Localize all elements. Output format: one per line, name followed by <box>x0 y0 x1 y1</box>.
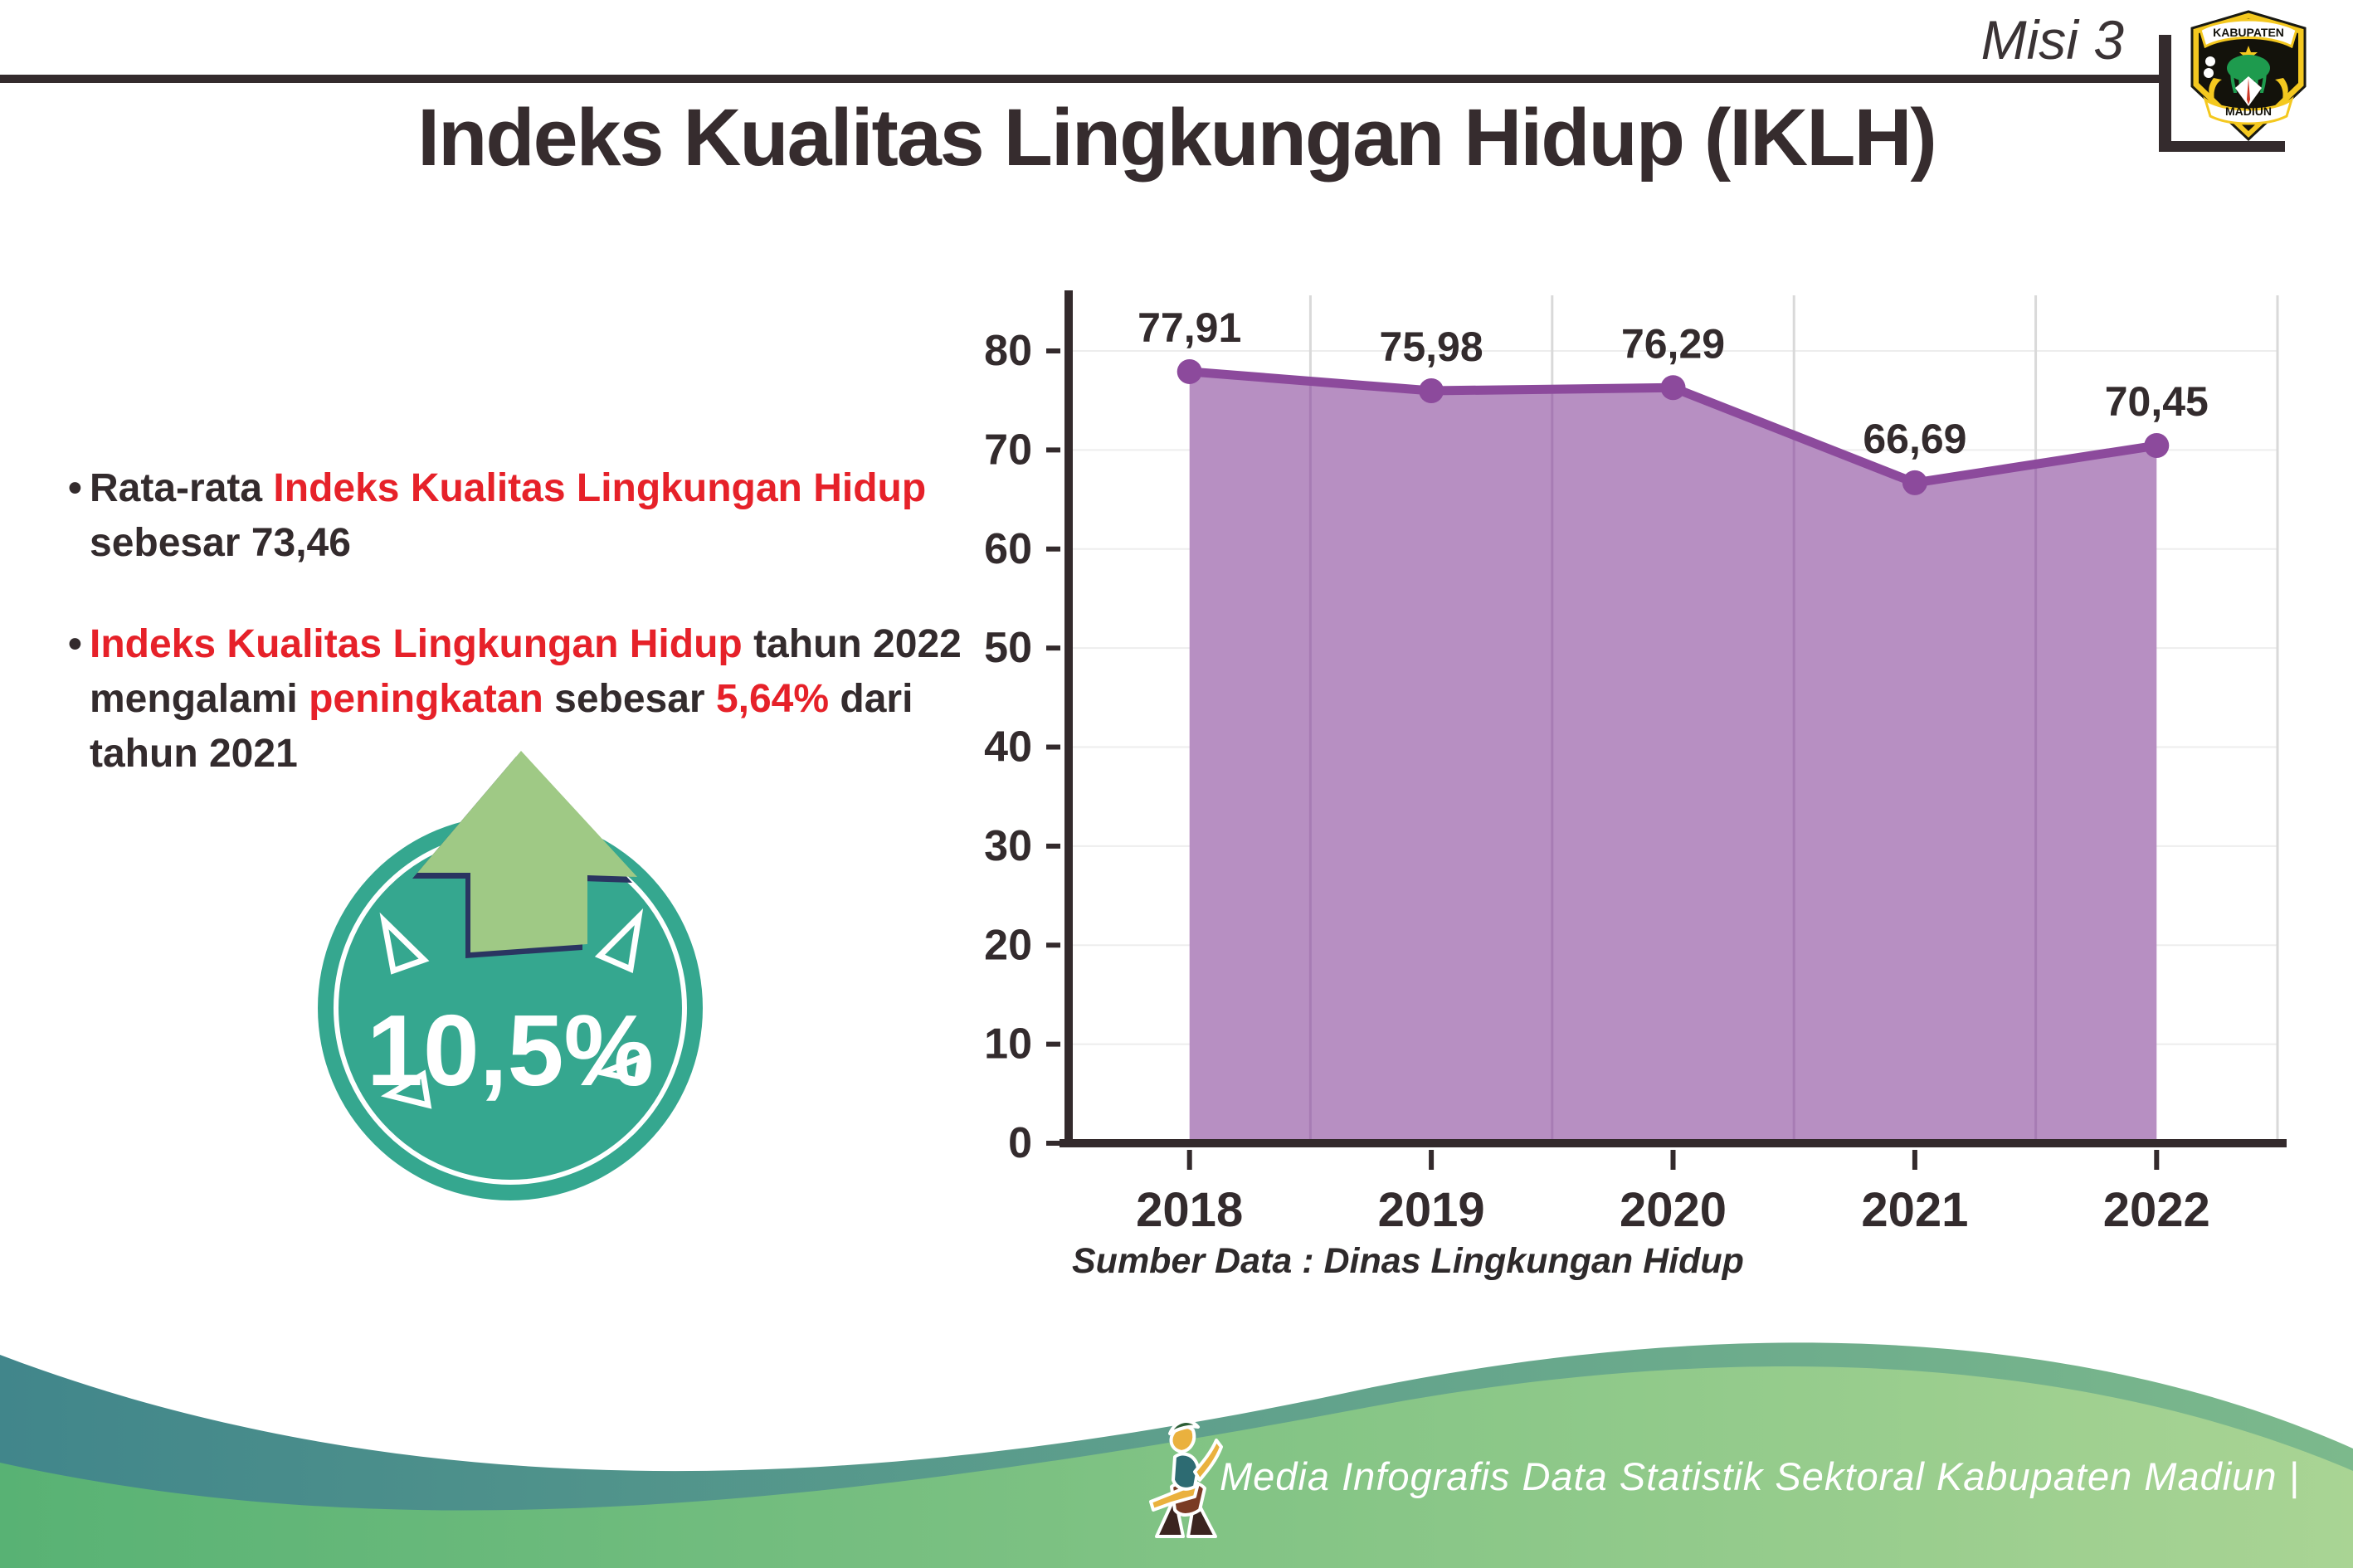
bullet-text-segment: 5,64% <box>715 677 830 721</box>
bullet-item: • Indeks Kualitas Lingkungan Hidup tahun … <box>68 617 999 782</box>
bullet-text-segment: Indeks Kualitas Lingkungan Hidup <box>90 622 743 666</box>
logo-tree-crown <box>2227 55 2270 81</box>
svg-text:76,29: 76,29 <box>1621 320 1725 367</box>
kabupaten-madiun-logo: KABUPATEN MADIUN <box>2190 10 2307 142</box>
bullet-text-segment: peningkatan <box>309 677 543 721</box>
bullet-text-segment: sebesar 73,46 <box>90 521 351 565</box>
svg-text:10: 10 <box>984 1020 1032 1069</box>
bullet-text-segment: dari <box>829 677 913 721</box>
mascot-icon <box>1149 1419 1223 1538</box>
bullet-item: • Rata-rata Indeks Kualitas Lingkungan Hi… <box>68 461 999 571</box>
svg-text:2022: 2022 <box>2103 1183 2210 1237</box>
logo-frame-horizontal <box>2159 141 2285 152</box>
badge-spark-lower-left <box>380 1069 432 1109</box>
logo-dagger <box>2247 78 2250 105</box>
iklh-area-chart: 77,91 75,98 76,29 66,69 70,45 0 10 20 30 40 50 60 70… <box>984 290 2287 1237</box>
svg-text:66,69: 66,69 <box>1863 416 1966 462</box>
bullet-line: mengalami peningkatan sebesar 5,64% dari <box>90 672 999 727</box>
logo-banner-bottom-label: MADIUN <box>2225 105 2272 118</box>
misi-label: Misi 3 <box>1980 9 2124 71</box>
logo-banner-bottom <box>2203 96 2294 125</box>
bullet-text-segment: tahun 2022 <box>742 622 962 666</box>
bullet-line: tahun 2021 <box>90 727 999 782</box>
bullet-line: • Rata-rata Indeks Kualitas Lingkungan Hi… <box>68 461 999 516</box>
logo-cotton-2 <box>2204 68 2214 78</box>
bullet-text-segment: tahun 2021 <box>90 732 298 776</box>
logo-wing-right <box>2275 78 2288 103</box>
logo-banner-top <box>2199 18 2298 49</box>
svg-text:77,91: 77,91 <box>1138 304 1241 351</box>
logo-frame-vertical <box>2159 35 2171 151</box>
svg-text:2021: 2021 <box>1861 1183 1968 1237</box>
badge-spark-upper-right <box>594 908 644 974</box>
up-arrow-icon <box>417 751 637 952</box>
svg-text:60: 60 <box>984 525 1032 573</box>
logo-cotton-1 <box>2205 56 2215 66</box>
badge-spark-upper-left <box>379 912 430 975</box>
bullet-text-segment: Indeks Kualitas Lingkungan Hidup <box>273 466 927 510</box>
svg-text:2020: 2020 <box>1620 1183 1727 1237</box>
bullet-marker: • <box>68 466 82 510</box>
bullet-text-segment: Rata-rata <box>90 466 274 510</box>
svg-text:75,98: 75,98 <box>1380 324 1483 370</box>
svg-text:0: 0 <box>1008 1119 1032 1167</box>
svg-text:80: 80 <box>984 327 1032 375</box>
svg-text:50: 50 <box>984 624 1032 672</box>
svg-text:70,45: 70,45 <box>2105 378 2209 425</box>
svg-text:2019: 2019 <box>1378 1183 1485 1237</box>
badge-spark-lower-right <box>592 1053 645 1084</box>
summary-bullets: • Rata-rata Indeks Kualitas Lingkungan Hi… <box>68 461 999 828</box>
bullet-line: • Indeks Kualitas Lingkungan Hidup tahun … <box>68 617 999 672</box>
header-rule <box>0 75 2161 83</box>
svg-text:20: 20 <box>984 921 1032 969</box>
bullet-marker: • <box>68 622 82 666</box>
bullet-line: sebesar 73,46 <box>90 516 999 571</box>
svg-text:40: 40 <box>984 723 1032 772</box>
source-note: Sumber Data : Dinas Lingkungan Hidup <box>1072 1241 1744 1281</box>
increase-badge: 10,5% <box>318 751 703 1200</box>
logo-banner-top-label: KABUPATEN <box>2213 26 2284 39</box>
svg-text:30: 30 <box>984 822 1032 870</box>
svg-text:70: 70 <box>984 426 1032 474</box>
bullet-text-segment: mengalami <box>90 677 309 721</box>
bullet-text-segment: sebesar <box>543 677 716 721</box>
badge-value: 10,5% <box>367 994 654 1107</box>
logo-wing-left <box>2209 78 2222 103</box>
page-title: Indeks Kualitas Lingkungan Hidup (IKLH) <box>417 92 1937 183</box>
svg-text:2018: 2018 <box>1136 1183 1243 1237</box>
footer-credit: Media Infografis Data Statistik Sektoral… <box>1220 1454 2300 1498</box>
